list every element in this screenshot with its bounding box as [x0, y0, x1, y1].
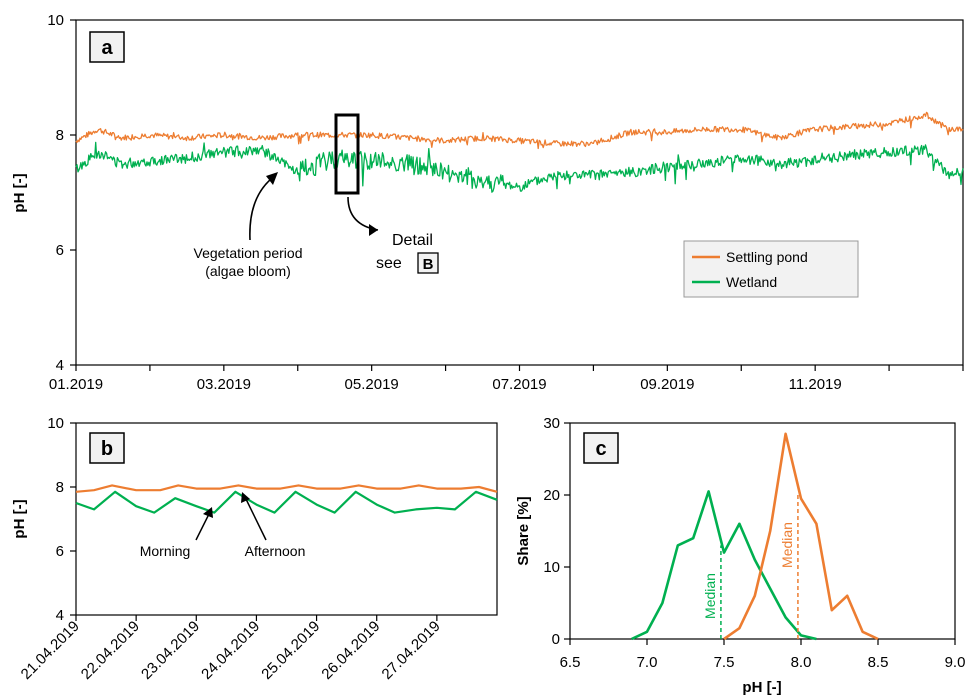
panel-a-x-tick-label: 07.2019 — [492, 376, 546, 393]
panel-c-y-axis-label: Share [%] — [515, 496, 532, 565]
vegetation-text-line1: Vegetation period — [194, 245, 303, 261]
panel-c-x-tick-label: 9.0 — [945, 654, 966, 671]
panel-b-y-tick-label: 4 — [56, 607, 64, 624]
panel-b-x-tick-label: 21.04.2019 — [18, 618, 83, 683]
panel-a: 4 6 8 10 01.2019 03.2019 05.2019 07.2019 09.2019… — [11, 12, 964, 393]
detail-text-line1: Detail — [392, 232, 433, 249]
panel-b-label: b — [101, 438, 113, 460]
panel-b-x-tick-label: 23.04.2019 — [138, 618, 203, 683]
median-label-settling-pond: Median — [779, 522, 795, 568]
legend: Settling pond Wetland — [683, 240, 859, 298]
morning-label: Morning — [140, 543, 191, 559]
detail-text-line2: see — [376, 255, 402, 272]
panel-c: 0 10 20 30 6.5 7.0 7.5 8.0 8.5 9.0 Share [%] pH [… — [515, 415, 965, 696]
panel-c-frame — [569, 422, 956, 640]
panel-a-series-settling-pond — [75, 111, 964, 150]
vegetation-text-line2: (algae bloom) — [205, 263, 291, 279]
detail-ref-label: B — [423, 256, 434, 273]
panel-c-y-tick-label: 10 — [543, 559, 560, 576]
panel-a-x-tick-label: 09.2019 — [640, 376, 694, 393]
panel-c-x-tick-label: 8.5 — [868, 654, 889, 671]
panel-a-series-wetland — [75, 141, 964, 193]
panel-b-frame — [75, 422, 498, 616]
panel-b-x-tick-label: 24.04.2019 — [198, 618, 263, 683]
panel-a-x-tick-label: 11.2019 — [789, 376, 842, 393]
legend-label-wetland: Wetland — [726, 274, 777, 290]
panel-a-x-tick-label: 01.2019 — [49, 376, 103, 393]
panel-a-label: a — [101, 37, 113, 59]
afternoon-arrow — [244, 496, 267, 541]
panel-c-x-tick-label: 8.0 — [791, 654, 812, 671]
afternoon-arrowhead — [241, 492, 250, 503]
panel-b-y-tick-label: 6 — [56, 543, 64, 560]
detail-arrowhead — [369, 224, 378, 236]
vegetation-arrow — [249, 174, 277, 241]
panel-a-frame — [75, 19, 964, 366]
panel-a-y-tick-label: 10 — [47, 12, 64, 29]
vegetation-arrowhead — [266, 172, 278, 185]
median-label-wetland: Median — [702, 573, 718, 619]
panel-b-x-tick-label: 26.04.2019 — [318, 618, 383, 683]
panel-b-y-tick-label: 10 — [47, 415, 64, 432]
panel-c-label-box: c — [583, 432, 619, 464]
panel-b-label-box: b — [89, 432, 125, 464]
panel-b-series-wetland — [75, 490, 498, 514]
afternoon-label: Afternoon — [245, 543, 306, 559]
panel-b-x-tick-label: 22.04.2019 — [78, 618, 143, 683]
panel-a-y-tick-label: 4 — [56, 357, 64, 374]
panel-b: 4 6 8 10 21.04.201922.04.201923.04.201924.04… — [11, 415, 498, 683]
panel-c-x-tick-label: 7.5 — [714, 654, 735, 671]
panel-b-y-axis-label: pH [-] — [11, 499, 28, 538]
panel-c-label: c — [595, 438, 606, 460]
panel-a-y-tick-label: 8 — [56, 127, 64, 144]
panel-c-y-tick-label: 30 — [543, 415, 560, 432]
panel-b-x-tick-label: 27.04.2019 — [379, 618, 444, 683]
panel-c-series-wetland — [631, 490, 817, 641]
panel-c-y-tick-label: 20 — [543, 487, 560, 504]
panel-a-x-tick-label: 05.2019 — [345, 376, 399, 393]
detail-arrow — [347, 196, 379, 231]
panel-b-y-tick-label: 8 — [56, 479, 64, 496]
panel-a-x-tick-label: 03.2019 — [197, 376, 251, 393]
morning-arrow — [195, 511, 211, 541]
panel-a-y-axis-label: pH [-] — [11, 173, 28, 212]
morning-arrowhead — [203, 507, 213, 518]
detail-highlight-box — [334, 113, 360, 195]
detail-ref-box: B — [417, 252, 439, 274]
panel-c-series-settling-pond — [723, 432, 879, 641]
panel-a-label-box: a — [89, 31, 125, 63]
panel-c-x-axis-label: pH [-] — [742, 679, 781, 696]
panel-a-y-tick-label: 6 — [56, 242, 64, 259]
panel-c-x-tick-label: 6.5 — [560, 654, 581, 671]
panel-b-series-settling-pond — [75, 484, 498, 493]
panel-b-x-tick-label: 25.04.2019 — [258, 618, 323, 683]
panel-c-y-tick-label: 0 — [552, 631, 560, 648]
panel-c-x-tick-label: 7.0 — [637, 654, 658, 671]
legend-label-settling-pond: Settling pond — [726, 249, 808, 265]
